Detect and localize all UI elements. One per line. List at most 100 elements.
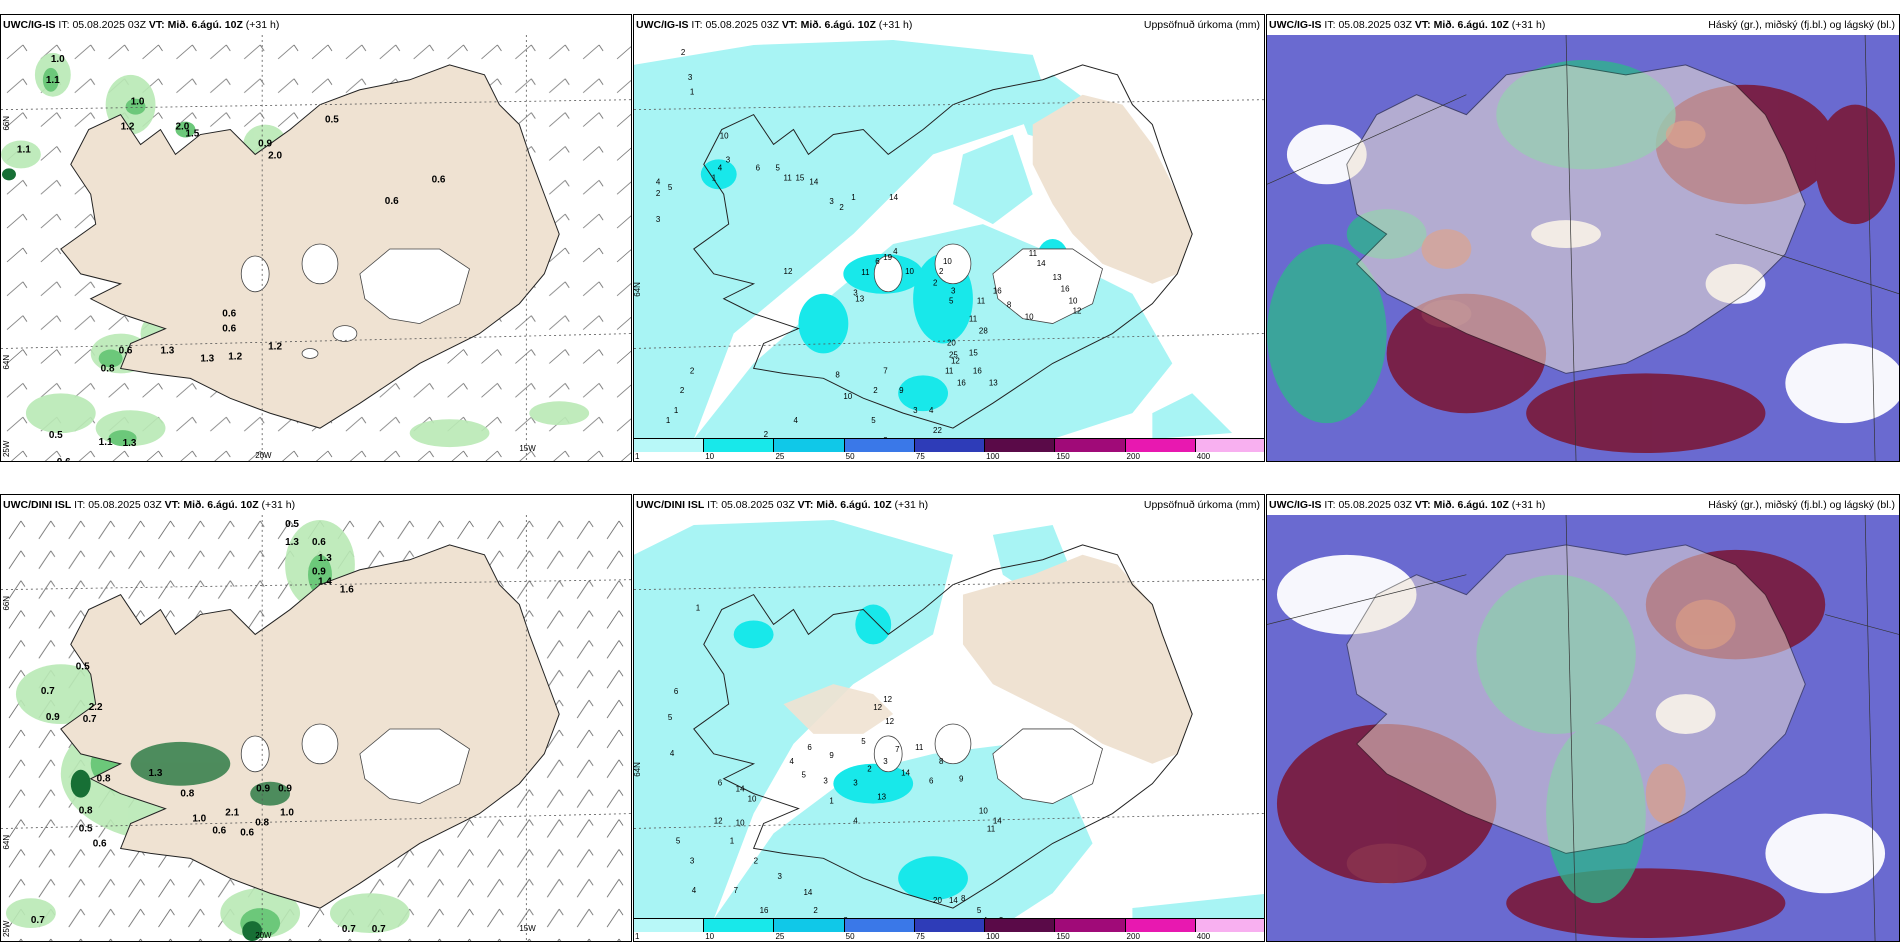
vt-label: VT: (164, 499, 181, 511)
precip-map-svg: 64N 654153476141210101231614224132371454… (634, 519, 1264, 919)
colorbar-tick-label: 200 (1126, 452, 1140, 461)
lead-time: (+31 h) (245, 19, 280, 31)
gust-value: 0.7 (372, 924, 386, 935)
it-value: 05.08.2025 03Z (1338, 499, 1412, 511)
colorbar-tick-label: 25 (775, 932, 785, 941)
vt-value: Mið. 6.ágú. 10Z (1433, 499, 1509, 511)
precip-value: 15 (795, 173, 804, 182)
colorbar-swatch (704, 439, 775, 452)
precip-value: 12 (873, 703, 882, 712)
gust-value: 0.6 (93, 838, 107, 849)
panel-header: UWC/IG-IS IT: 05.08.2025 03Z VT: Mið. 6.… (1267, 495, 1899, 515)
precip-value: 2 (681, 48, 686, 57)
gust-value: 0.6 (432, 174, 446, 185)
gust-value: 2.2 (89, 702, 103, 713)
grid-lon-label: 20W (255, 451, 272, 460)
precip-value: 9 (959, 775, 964, 784)
gust-value-labels: 0.51.3 0.61.30.91.41.60.50.70.92.20.70.80… (31, 519, 386, 935)
cloud-map-svg (1267, 515, 1899, 941)
it-label: IT: (58, 19, 70, 31)
gust-value: 2.0 (175, 122, 189, 133)
gust-value: 2.1 (225, 808, 239, 819)
gust-value: 1.5 (185, 129, 199, 140)
lead-time: (+31 h) (894, 499, 929, 511)
gust-value: 0.6 (119, 346, 133, 357)
precip-value: 9 (829, 751, 834, 760)
precip-value: 14 (736, 785, 745, 794)
gust-value: 0.8 (97, 774, 111, 785)
lead-time: (+31 h) (1511, 19, 1546, 31)
gust-value: 1.2 (268, 342, 282, 353)
precip-value: 14 (993, 816, 1002, 825)
gust-value: 0.9 (46, 712, 60, 723)
precip-value: 1 (690, 88, 695, 97)
gust-value: 0.6 (212, 826, 226, 837)
gust-value: 1.0 (280, 808, 294, 819)
precip-value: 1 (829, 797, 834, 806)
map-wind-dini[interactable]: 66N 64N 25W 20W 15W 0.5 1.3 0.6 1.3 0.9 1.4 1.… (1, 515, 631, 941)
panel-clouds-igis: UWC/IG-IS IT: 05.08.2025 03Z VT: Mið. 6.… (1266, 14, 1900, 462)
gust-value: 0.7 (342, 924, 356, 935)
it-label: IT: (707, 499, 719, 511)
precip-value: 3 (688, 73, 693, 82)
grid-lat-label: 25W (2, 440, 11, 457)
precip-value: 6 (718, 779, 723, 788)
precip-value: 8 (939, 757, 944, 766)
precip-value: 2 (656, 189, 661, 198)
map-wind-igis[interactable]: 66N 64N 25W 20W 15W 1.0 1.1 1.0 1.2 2.0 1.5 0.… (1, 35, 631, 461)
precip-value: 3 (913, 406, 918, 415)
gust-value: 2.0 (268, 150, 282, 161)
precip-value: 11 (977, 297, 986, 306)
map-clouds-igis[interactable] (1267, 35, 1899, 461)
gust-value: 1.6 (340, 585, 354, 596)
colorbar-swatch (774, 919, 845, 932)
vt-label: VT: (1414, 19, 1431, 31)
it-value: 05.08.2025 03Z (88, 499, 162, 511)
panel-header: UWC/IG-IS IT: 05.08.2025 03Z VT: Mið. 6.… (634, 15, 1264, 35)
precip-value: 12 (714, 816, 723, 825)
precip-value: 20 (933, 896, 942, 905)
colorbar-tick-label: 50 (845, 932, 855, 941)
precip-value: 5 (977, 906, 982, 915)
map-clouds-igis-2[interactable] (1267, 515, 1899, 941)
precip-value: 5 (861, 737, 866, 746)
colorbar-tick-label: 75 (915, 452, 925, 461)
colorbar-tick-label: 10 (705, 452, 715, 461)
gust-value: 0.8 (79, 806, 93, 817)
colorbar-swatch (1125, 919, 1196, 932)
colorbar-tick-label: 200 (1126, 932, 1140, 941)
model-name: UWC/DINI ISL (3, 499, 72, 511)
gust-value: 1.2 (121, 122, 135, 133)
precip-value: 6 (875, 257, 880, 266)
gust-value: 0.5 (79, 824, 93, 835)
precip-value: 8 (1007, 301, 1012, 310)
precip-value: 14 (889, 193, 898, 202)
grid-lon-label: 15W (519, 924, 536, 933)
gust-value: 1.4 (318, 577, 332, 588)
precip-value: 11 (969, 315, 978, 324)
precip-value: 11 (861, 268, 870, 277)
colorbar-tick-label: 150 (1056, 452, 1070, 461)
colorbar-tick-label: 150 (1056, 932, 1070, 941)
gust-value: 1.0 (131, 97, 145, 108)
precip-value: 3 (951, 287, 956, 296)
precip-value: 10 (736, 818, 745, 827)
precip-value: 2 (843, 916, 848, 919)
gust-value: 0.5 (49, 430, 63, 441)
precip-value: 25 (949, 350, 958, 359)
precip-value: 16 (973, 366, 982, 375)
map-precip-dini[interactable]: 64N 654153476141210101231614224132371454… (634, 515, 1264, 919)
precip-value: 4 (718, 163, 723, 172)
map-precip-igis[interactable]: 64N 2 3 1 4 5 2 3 10 1 4 3 6 5 11 15 14 3 2 1 14 19 11 3 6 4 10 2 2… (634, 35, 1264, 439)
gust-value: 1.0 (51, 54, 65, 65)
precip-value: 14 (803, 888, 812, 897)
precip-value: 2 (939, 267, 944, 276)
precip-value: 16 (957, 378, 966, 387)
colorbar-swatch (774, 439, 845, 452)
gust-value: 0.8 (180, 789, 194, 800)
precip-value: 6 (929, 777, 934, 786)
precip-value: 2 (764, 430, 769, 439)
precip-value: 4 (853, 816, 858, 825)
colorbar-swatch (704, 919, 775, 932)
gust-value: 0.6 (385, 196, 399, 207)
